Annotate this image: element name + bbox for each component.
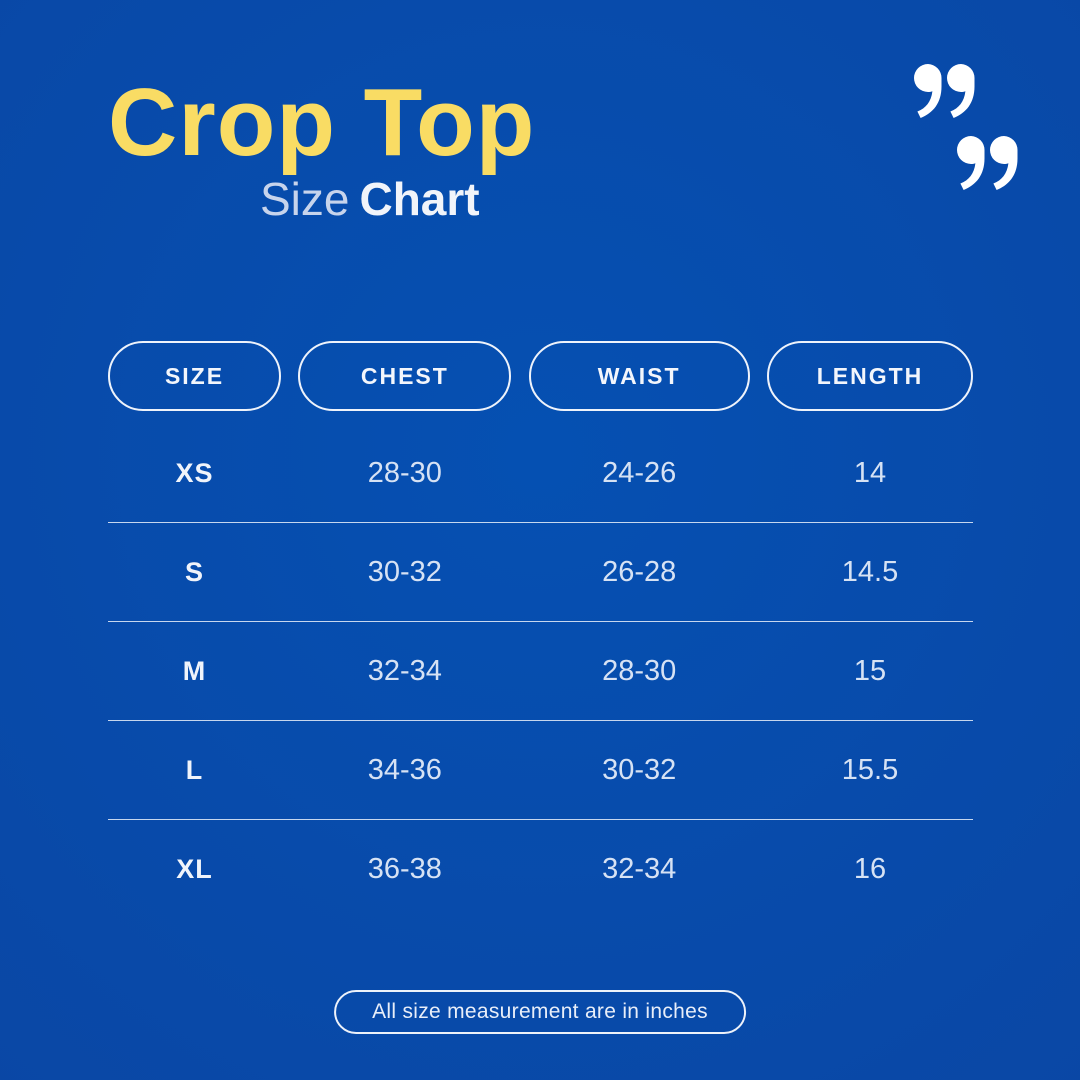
length-cell: 15 (853, 654, 887, 687)
waist-cell: 30-32 (602, 753, 677, 786)
size-cell: M (182, 655, 207, 686)
length-column-header: LENGTH (766, 341, 973, 411)
chest-cell: 30-32 (367, 555, 442, 588)
table-row: M 32-34 28-30 15 (108, 621, 973, 720)
size-column-header: SIZE (108, 341, 281, 411)
chest-cell: 34-36 (367, 753, 442, 786)
table-header-row: SIZE CHEST WAIST LENGTH (108, 341, 973, 411)
size-cell: XS (175, 457, 214, 488)
chest-cell: 36-38 (367, 852, 442, 885)
length-cell: 16 (853, 852, 887, 885)
table-row: XS 28-30 24-26 14 (108, 424, 973, 522)
page-title: Crop Top (108, 69, 536, 176)
size-cell: L (185, 754, 204, 785)
size-table: XS 28-30 24-26 14 S 30-32 26-28 14.5 M 3… (108, 424, 973, 918)
size-cell: S (184, 556, 204, 587)
chest-cell: 32-34 (367, 654, 442, 687)
units-note-label: All size measurement are in inches (372, 1000, 708, 1023)
waist-column-header: WAIST (528, 341, 750, 411)
length-cell: 14 (853, 456, 887, 489)
page-subtitle: Size Chart (260, 172, 480, 226)
table-row: XL 36-38 32-34 16 (108, 819, 973, 918)
size-cell: XL (176, 853, 213, 884)
waist-cell: 24-26 (602, 456, 677, 489)
chest-column-header: CHEST (298, 341, 512, 411)
subtitle-bold-label: Chart (359, 173, 480, 225)
table-row: S 30-32 26-28 14.5 (108, 522, 973, 621)
table-row: L 34-36 30-32 15.5 (108, 720, 973, 819)
waist-cell: 32-34 (602, 852, 677, 885)
length-cell: 14.5 (841, 555, 899, 588)
waist-cell: 28-30 (602, 654, 677, 687)
double-quotes-icon (914, 64, 1018, 190)
chest-cell: 28-30 (367, 456, 442, 489)
subtitle-light-label: Size (260, 173, 350, 225)
waist-cell: 26-28 (602, 555, 677, 588)
length-cell: 15.5 (841, 753, 899, 786)
units-note-badge: All size measurement are in inches (334, 990, 746, 1034)
